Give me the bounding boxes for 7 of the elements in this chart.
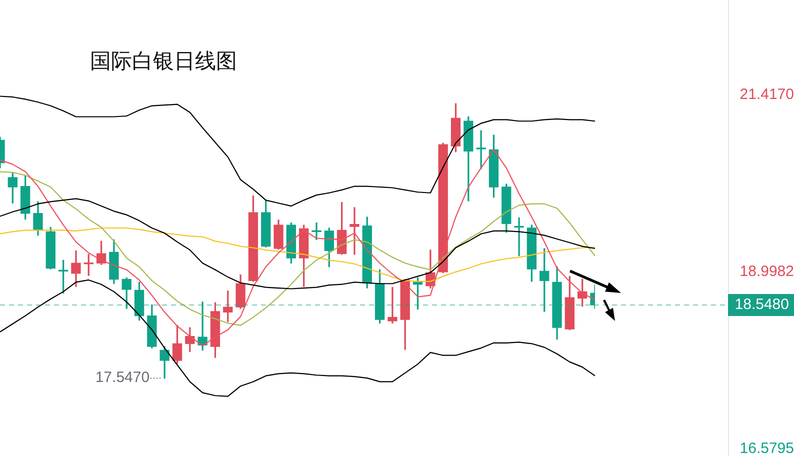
- ref-line-label: 18.5480: [734, 296, 789, 314]
- annotation: 17.5470: [95, 368, 150, 386]
- candlestick: [476, 130, 486, 170]
- text: 国际白银日线图: [90, 48, 237, 75]
- y-tick-label: 16.5795: [740, 440, 794, 456]
- y-tick-label: 18.9982: [740, 263, 794, 280]
- y-tick-label: 21.4170: [740, 86, 794, 104]
